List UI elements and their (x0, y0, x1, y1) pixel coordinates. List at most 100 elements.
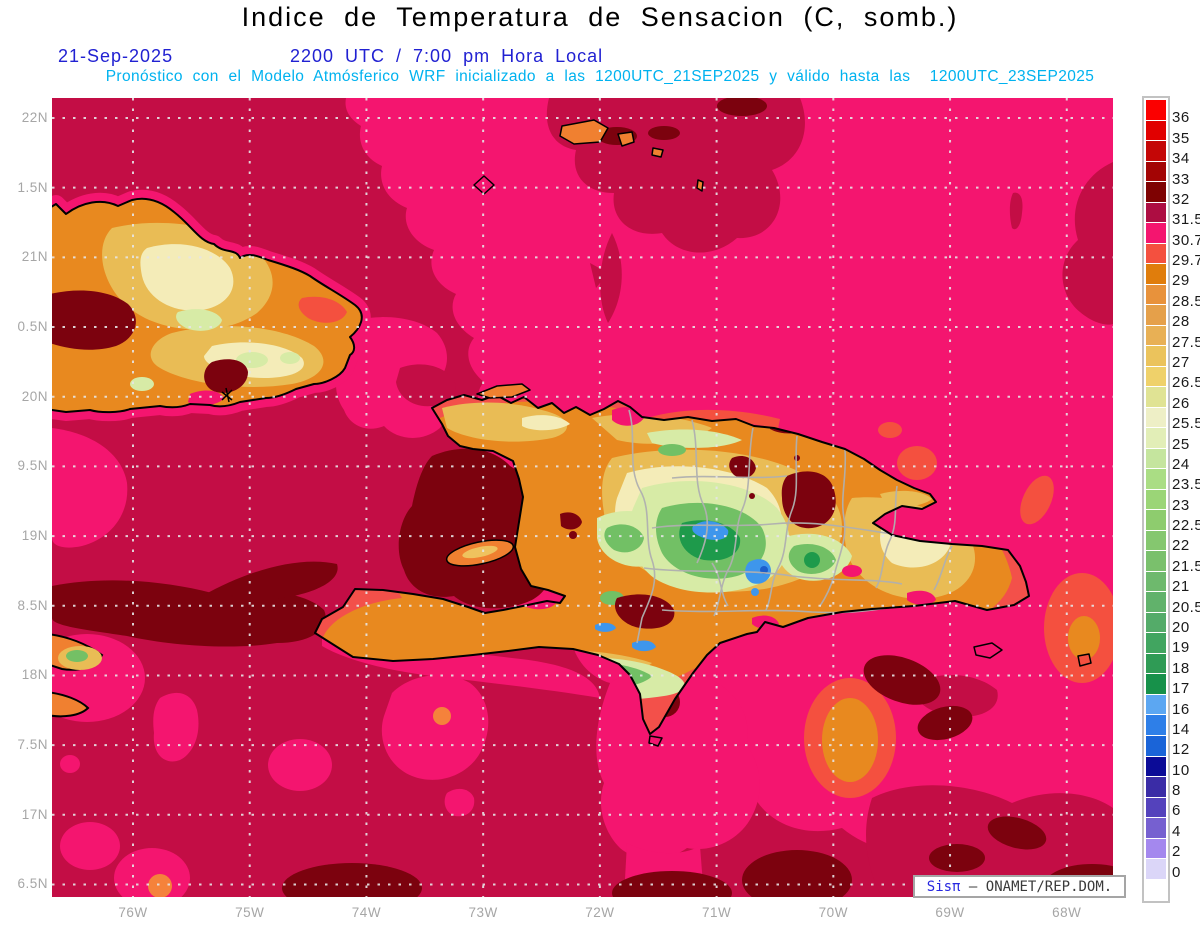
colorbar-boundary-label: 10 (1172, 761, 1190, 779)
colorbar-cell (1146, 325, 1166, 346)
colorbar-cell (1146, 510, 1166, 530)
colorbar-boundary-label: 23.5 (1172, 476, 1200, 494)
sea-orange-spots (148, 616, 1100, 897)
colorbar-boundary-label: 25.5 (1172, 415, 1200, 433)
colorbar-cell (1146, 120, 1166, 141)
colorbar-cell (1146, 223, 1166, 243)
colorbar-cell (1146, 879, 1166, 900)
colorbar-cell (1146, 694, 1166, 715)
colorbar-boundary-label: 0 (1172, 863, 1181, 881)
valid-time-label: 2200 UTC / 7:00 pm Hora Local (290, 46, 604, 66)
colorbar-cell (1146, 448, 1166, 469)
lat-tick-label: 17N (21, 806, 48, 822)
colorbar-boundary-label: 26 (1172, 394, 1190, 412)
colorbar-boundary-label: 26.5 (1172, 374, 1200, 392)
colorbar-cell (1146, 592, 1166, 612)
colorbar-cell (1146, 715, 1166, 735)
colorbar-cell (1146, 653, 1166, 674)
colorbar-boundary-label: 20.5 (1172, 598, 1200, 616)
colorbar-boundary-label: 22.5 (1172, 517, 1200, 535)
colorbar-boundary-label: 33 (1172, 170, 1190, 188)
colorbar-boundary-label: 29 (1172, 272, 1190, 290)
small-islands (445, 119, 1092, 747)
colorbar-cell (1146, 797, 1166, 818)
colorbar-boundary-label: 19 (1172, 639, 1190, 657)
colorbar-cell (1146, 141, 1166, 161)
colorbar-cell (1146, 838, 1166, 859)
lon-tick-label: 70W (818, 905, 848, 920)
sea-32-33-region (52, 98, 1113, 897)
colorbar-cell (1146, 633, 1166, 653)
colorbar-boundary-label: 16 (1172, 700, 1190, 718)
colorbar-boundary-label: 18 (1172, 659, 1190, 677)
lon-tick-label: 69W (935, 905, 965, 920)
colorbar-cell (1146, 489, 1166, 510)
colorbar-boundary-label: 17 (1172, 680, 1190, 698)
colorbar-boundary-label: 28.5 (1172, 292, 1200, 310)
colorbar-cell (1146, 859, 1166, 879)
colorbar-cell (1146, 366, 1166, 387)
colorbar-cell (1146, 818, 1166, 838)
colorbar-cell (1146, 530, 1166, 551)
colorbar-cell (1146, 346, 1166, 366)
colorbar-boundary-label: 28 (1172, 313, 1190, 331)
colorbar-cell (1146, 284, 1166, 305)
attribution-badge: Sisπ – ONAMET/REP.DOM. (913, 875, 1126, 898)
colorbar-boundary-label: 25 (1172, 435, 1190, 453)
guantanamo-bay-mark (221, 387, 233, 403)
lon-tick-label: 74W (351, 905, 382, 920)
colorbar-cell (1146, 305, 1166, 325)
colorbar-cell (1146, 469, 1166, 489)
colorbar-cell (1146, 428, 1166, 448)
colorbar-boundary-label: 21.5 (1172, 557, 1200, 575)
lat-tick-label: 8.5N (17, 597, 48, 613)
lat-tick-label: 9.5N (17, 458, 48, 474)
colorbar-boundary-label: 20 (1172, 619, 1190, 636)
colorbar-boundary-label: 27.5 (1172, 333, 1200, 351)
badge-separator: – (960, 878, 986, 895)
colorbar-boundary-label: 32 (1172, 190, 1190, 208)
colorbar-boundary-label: 30.7 (1172, 231, 1200, 249)
lat-tick-label: 6.5N (17, 876, 48, 892)
heat-index-map (52, 98, 1113, 897)
page-title: Indice de Temperatura de Sensacion (C, s… (241, 2, 959, 32)
lon-tick-label: 72W (585, 905, 615, 920)
valid-date-label: 21-Sep-2025 (58, 46, 174, 66)
colorbar-cell (1146, 612, 1166, 633)
lat-tick-label: 20N (21, 388, 48, 404)
jamaica-landmass (52, 633, 104, 718)
model-run-subtitle: Pronóstico con el Modelo Atmósferico WRF… (105, 68, 1095, 85)
onamet-org-label: ONAMET/REP.DOM. (985, 878, 1113, 895)
colorbar-cell (1146, 777, 1166, 797)
lat-tick-label: 7.5N (17, 737, 48, 753)
colorbar-boundary-label: 14 (1172, 720, 1190, 738)
colorbar-cell (1146, 161, 1166, 182)
colorbar-cell (1146, 756, 1166, 777)
lat-tick-label: 19N (21, 528, 48, 544)
lon-tick-label: 71W (701, 905, 732, 920)
colorbar-boundary-label: 12 (1172, 741, 1190, 759)
lat-tick-label: 0.5N (17, 319, 48, 335)
sispi-brand-label: Sisπ (926, 878, 961, 895)
lon-tick-label: 75W (235, 905, 265, 920)
colorbar-boundary-label: 21 (1172, 578, 1190, 596)
colorbar-cell (1146, 202, 1166, 223)
colorbar-cell (1146, 571, 1166, 592)
colorbar-boundary-label: 27 (1172, 354, 1190, 371)
colorbar-boundary-label: 31.5 (1172, 211, 1200, 229)
lat-tick-label: 18N (21, 667, 48, 683)
map-canvas (52, 98, 1113, 897)
colorbar-boundary-label: 29.7 (1172, 252, 1200, 270)
province-borders (628, 409, 953, 644)
colorbar-cell (1146, 735, 1166, 756)
colorbar-cell (1146, 100, 1166, 120)
colorbar-cell (1146, 407, 1166, 428)
lon-tick-label: 73W (468, 905, 498, 920)
colorbar-boundary-label: 4 (1172, 822, 1181, 840)
colorbar (1142, 96, 1170, 903)
lon-tick-label: 68W (1052, 905, 1082, 920)
colorbar-boundary-label: 6 (1172, 802, 1181, 820)
lat-tick-label: 21N (21, 249, 48, 265)
lat-tick-label: 1.5N (17, 179, 48, 195)
